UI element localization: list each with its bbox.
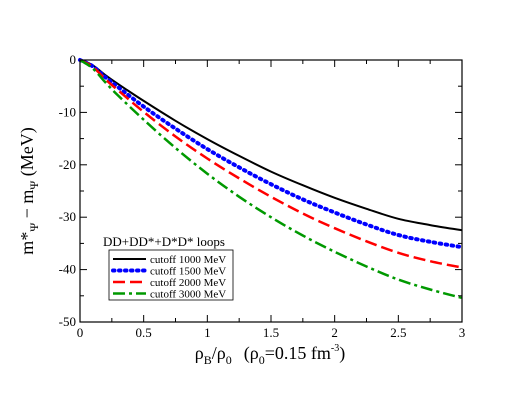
y-tick-label: -40 [59,262,76,277]
x-label-rho: ρ [195,343,204,363]
x-label-paren-sup: -3 [331,343,339,354]
x-tick-label: 3 [459,325,466,340]
series-line-3 [79,58,463,269]
legend-label-3: cutoff 2000 MeV [150,277,226,289]
series-line-1 [79,59,463,232]
y-tick-label: -50 [59,314,76,329]
x-label-sub-0: 0 [226,353,232,367]
y-label-minus: − m [17,190,37,223]
x-label-paren-sub: 0 [259,353,265,367]
legend-label-2: cutoff 1500 MeV [150,266,226,278]
y-label-unit: (MeV) [17,127,38,180]
series-layer [78,58,464,300]
x-label-paren: (ρ [244,343,259,364]
y-tick-label: -30 [59,209,76,224]
legend-label-1: cutoff 1000 MeV [150,254,226,266]
x-tick-label: 1.5 [263,325,279,340]
x-tick-label: 0 [77,325,84,340]
legend-label-4: cutoff 3000 MeV [150,289,226,301]
x-tick-label: 1 [204,325,211,340]
y-label-sub2: Ψ [27,181,41,190]
x-label-rho2: ρ [217,343,226,363]
x-label-paren-close: ) [339,343,345,364]
x-label-sub-b: B [204,353,212,367]
x-axis-label: ρB/ρ0 (ρ0=0.15 fm-3) [195,343,345,367]
y-axis-label: m*Ψ − mΨ (MeV) [17,127,41,254]
y-tick-label: 0 [70,52,77,67]
series-line-4 [79,58,463,300]
x-tick-label: 0.5 [136,325,152,340]
ticks-layer: 0 0.5 1 1.5 2 2.5 3 0 -10 -20 -30 -40 -50 [59,52,466,340]
series-line-2 [78,58,464,250]
y-tick-label: -10 [59,104,76,119]
y-label-sub1: Ψ [27,223,41,232]
x-label-paren-eq: =0.15 fm [265,343,331,363]
y-tick-label: -20 [59,157,76,172]
loops-annotation: DD+DD*+D*D* loops [103,234,225,249]
x-tick-label: 2.5 [390,325,406,340]
x-tick-label: 2 [331,325,338,340]
x-label-slash: / [212,343,217,363]
y-label-mstar: m* [17,232,37,255]
